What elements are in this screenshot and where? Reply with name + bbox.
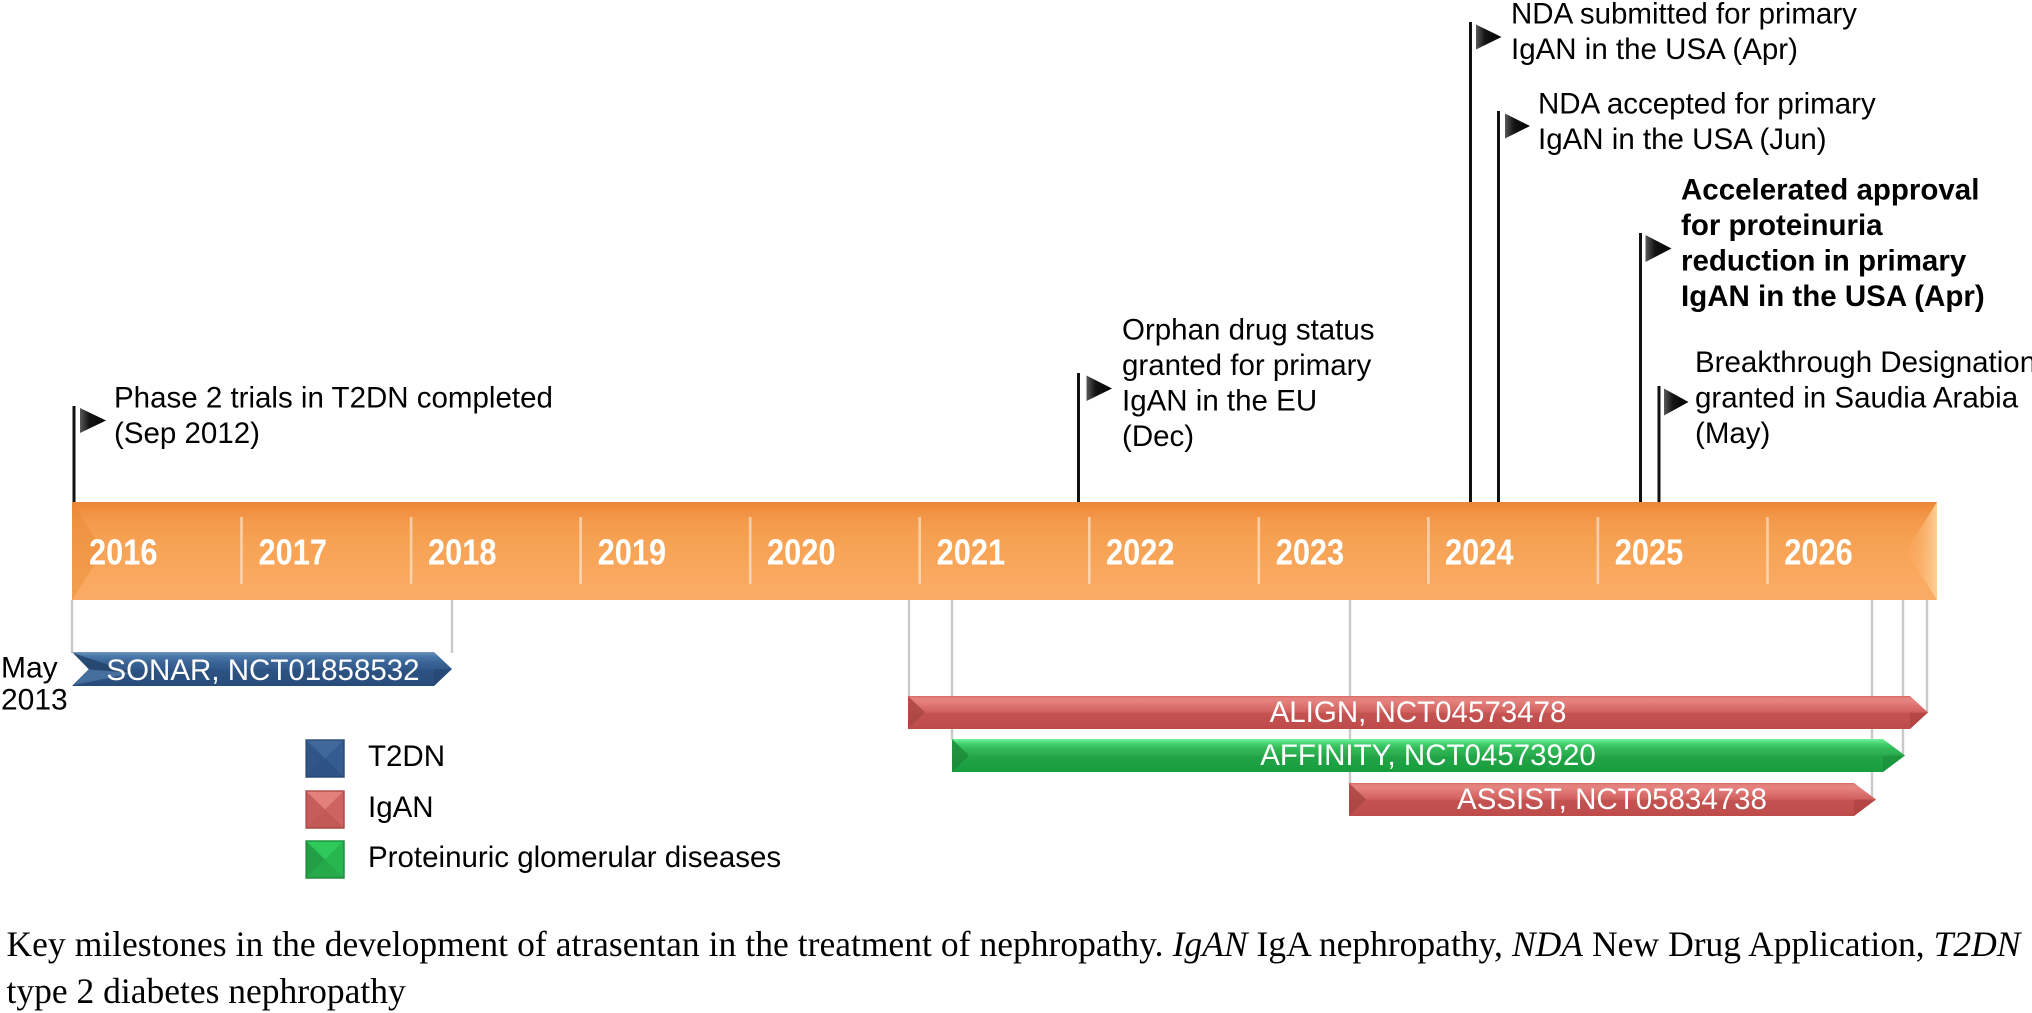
svg-text:for proteinuria: for proteinuria <box>1681 209 1883 242</box>
svg-text:2024: 2024 <box>1445 533 1514 573</box>
svg-text:May: May <box>1 652 58 685</box>
svg-text:2016: 2016 <box>89 533 158 573</box>
svg-text:(May): (May) <box>1695 417 1770 450</box>
svg-text:(Dec): (Dec) <box>1122 420 1194 453</box>
svg-text:2017: 2017 <box>259 533 328 573</box>
svg-text:NDA accepted for primary: NDA accepted for primary <box>1538 88 1876 121</box>
svg-text:IgAN in the EU: IgAN in the EU <box>1122 385 1317 418</box>
svg-text:T2DN: T2DN <box>368 740 445 773</box>
svg-text:IgAN: IgAN <box>368 791 434 824</box>
svg-text:2019: 2019 <box>598 533 667 573</box>
svg-text:(Sep 2012): (Sep 2012) <box>114 417 260 450</box>
svg-text:2020: 2020 <box>767 533 836 573</box>
svg-text:NDA submitted for primary: NDA submitted for primary <box>1511 0 1857 31</box>
svg-text:SONAR, NCT01858532: SONAR, NCT01858532 <box>106 654 419 687</box>
svg-text:2022: 2022 <box>1106 533 1175 573</box>
svg-text:2023: 2023 <box>1276 533 1345 573</box>
svg-text:IgAN in the USA (Apr): IgAN in the USA (Apr) <box>1681 280 1985 313</box>
svg-text:reduction in primary: reduction in primary <box>1681 245 1967 278</box>
svg-text:Phase 2 trials in T2DN complet: Phase 2 trials in T2DN completed <box>114 382 553 415</box>
svg-text:AFFINITY, NCT04573920: AFFINITY, NCT04573920 <box>1260 739 1596 772</box>
svg-text:Orphan drug status: Orphan drug status <box>1122 314 1375 347</box>
svg-text:2018: 2018 <box>428 533 497 573</box>
svg-text:2021: 2021 <box>937 533 1006 573</box>
svg-text:granted in Saudia Arabia: granted in Saudia Arabia <box>1695 382 2019 415</box>
svg-text:ASSIST, NCT05834738: ASSIST, NCT05834738 <box>1457 783 1767 816</box>
svg-text:2026: 2026 <box>1784 533 1853 573</box>
svg-text:Accelerated approval: Accelerated approval <box>1681 174 1979 207</box>
svg-text:Breakthrough Designation: Breakthrough Designation <box>1695 346 2032 379</box>
svg-text:Proteinuric glomerular disease: Proteinuric glomerular diseases <box>368 841 781 874</box>
svg-text:2025: 2025 <box>1615 533 1684 573</box>
svg-text:ALIGN, NCT04573478: ALIGN, NCT04573478 <box>1270 696 1567 729</box>
svg-text:IgAN in the USA (Jun): IgAN in the USA (Jun) <box>1538 123 1827 156</box>
svg-text:IgAN in the USA (Apr): IgAN in the USA (Apr) <box>1511 33 1798 66</box>
svg-text:granted for primary: granted for primary <box>1122 349 1371 382</box>
svg-text:2013: 2013 <box>1 684 68 717</box>
